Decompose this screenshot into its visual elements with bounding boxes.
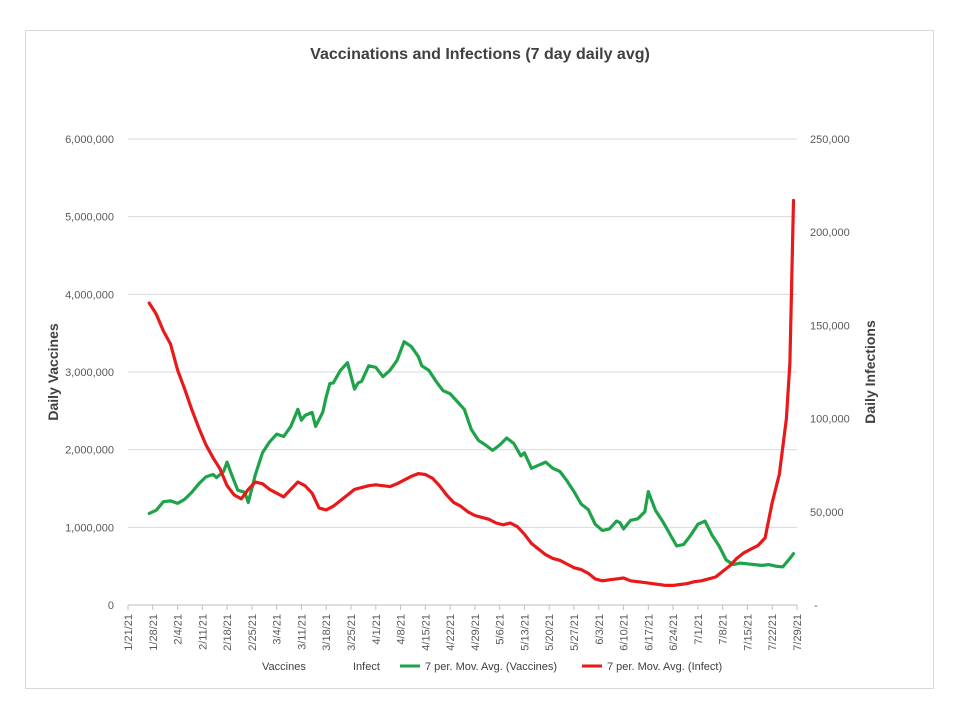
right-axis-title: Daily Infections [862, 320, 878, 424]
x-tick-label: 7/15/21 [742, 614, 754, 651]
x-tick-label: 2/25/21 [247, 614, 259, 651]
x-tick-label: 6/24/21 [668, 614, 680, 651]
x-tick-label: 5/6/21 [495, 614, 507, 645]
legend-label: 7 per. Mov. Avg. (Infect) [607, 661, 722, 673]
x-tick-label: 2/11/21 [197, 614, 209, 650]
y2-tick-label: 250,000 [810, 134, 850, 146]
x-tick-label: 2/4/21 [173, 614, 185, 645]
x-tick-label: 1/28/21 [148, 614, 160, 651]
y2-tick-label: - [814, 600, 818, 612]
x-tick-label: 7/8/21 [718, 614, 730, 645]
x-tick-label: 3/4/21 [272, 614, 284, 645]
x-tick-label: 5/20/21 [544, 614, 556, 651]
series-lines [147, 198, 796, 588]
x-axis-ticks: 1/21/21 1/28/21 2/4/21 2/11/21 2/18/21 2/25/2… [123, 605, 804, 651]
x-tick-label: 4/22/21 [445, 614, 457, 651]
y-tick-label: 3,000,000 [65, 367, 114, 379]
x-tick-label: 6/17/21 [643, 614, 655, 651]
vaccines-moving-avg-line [147, 340, 796, 569]
y2-tick-label: 200,000 [810, 227, 850, 239]
x-tick-label: 3/25/21 [346, 614, 358, 651]
legend: Vaccines Infect 7 per. Mov. Avg. (Vaccines… [262, 661, 722, 673]
right-axis-ticks: - 50,000 100,000 150,000 200,000 250,000 [810, 134, 850, 612]
y-tick-label: 6,000,000 [65, 134, 114, 146]
x-tick-label: 6/3/21 [594, 614, 606, 645]
x-tick-label: 6/10/21 [619, 614, 631, 651]
x-tick-label: 4/15/21 [420, 614, 432, 651]
y-tick-label: 4,000,000 [65, 289, 114, 301]
infections-moving-avg-line [147, 198, 796, 588]
x-tick-label: 4/8/21 [396, 614, 408, 645]
x-tick-label: 7/29/21 [792, 614, 804, 651]
x-tick-label: 5/27/21 [569, 614, 581, 651]
y2-tick-label: 50,000 [810, 507, 844, 519]
x-tick-label: 4/1/21 [371, 614, 383, 645]
y-tick-label: 5,000,000 [65, 212, 114, 224]
y-tick-label: 0 [108, 600, 114, 612]
x-tick-label: 7/1/21 [693, 614, 705, 645]
x-tick-label: 5/13/21 [519, 614, 531, 651]
left-axis-ticks: 0 1,000,000 2,000,000 3,000,000 4,000,000 5,0… [65, 134, 114, 612]
x-tick-label: 1/21/21 [123, 614, 135, 651]
x-tick-label: 7/22/21 [767, 614, 779, 651]
x-tick-label: 3/11/21 [296, 614, 308, 650]
chart-frame [25, 30, 934, 689]
y2-tick-label: 100,000 [810, 414, 850, 426]
x-tick-label: 4/29/21 [470, 614, 482, 651]
y2-tick-label: 150,000 [810, 320, 850, 332]
legend-label: 7 per. Mov. Avg. (Vaccines) [425, 661, 557, 673]
x-tick-label: 2/18/21 [222, 614, 234, 651]
y-tick-label: 1,000,000 [65, 522, 114, 534]
chart-title: Vaccinations and Infections (7 day daily… [310, 46, 650, 63]
gridlines [128, 138, 797, 528]
y-tick-label: 2,000,000 [65, 445, 114, 457]
legend-label: Vaccines [262, 661, 306, 673]
left-axis-title: Daily Vaccines [45, 323, 61, 421]
legend-label: Infect [353, 661, 380, 673]
x-tick-label: 3/18/21 [321, 614, 333, 651]
